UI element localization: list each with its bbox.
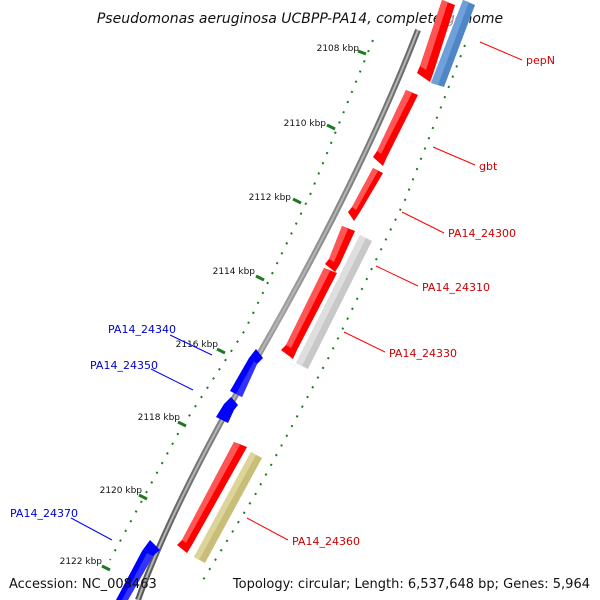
gene-PA14_24360[interactable] (177, 442, 247, 553)
tick-2120: 2120 kbp (100, 486, 148, 501)
tick-2112: 2112 kbp (249, 193, 302, 205)
feature-bar-olive[interactable] (194, 452, 262, 563)
svg-text:PA14_24360: PA14_24360 (292, 535, 360, 548)
svg-text:pepN: pepN (526, 54, 555, 67)
feature-bar-steelblue[interactable] (431, 0, 475, 87)
gene-PA14_24340[interactable] (230, 349, 263, 397)
svg-text:2116 kbp: 2116 kbp (176, 340, 219, 350)
label-PA14_24310[interactable]: PA14_24310 (375, 265, 490, 294)
gene-PA14_24370[interactable] (116, 540, 160, 600)
gene-pepN[interactable] (417, 0, 455, 82)
label-PA14_24340[interactable]: PA14_24340 (108, 323, 213, 356)
svg-text:2114 kbp: 2114 kbp (213, 267, 256, 277)
feature-bar-gray[interactable] (296, 235, 372, 369)
svg-text:PA14_24330: PA14_24330 (389, 347, 457, 360)
svg-text:2118 kbp: 2118 kbp (138, 413, 181, 423)
svg-text:PA14_24350: PA14_24350 (90, 359, 158, 372)
svg-text:PA14_24370: PA14_24370 (10, 507, 78, 520)
inner-tick-track (199, 44, 466, 586)
svg-text:2122 kbp: 2122 kbp (60, 557, 103, 567)
gene-PA14_24310[interactable] (325, 226, 355, 272)
tick-2118: 2118 kbp (138, 413, 187, 428)
genome-backbone (135, 28, 421, 600)
tick-2108: 2108 kbp (317, 44, 367, 56)
svg-text:2110 kbp: 2110 kbp (284, 119, 327, 129)
tick-2122: 2122 kbp (60, 557, 111, 572)
svg-text:PA14_24340: PA14_24340 (108, 323, 176, 336)
svg-text:PA14_24300: PA14_24300 (448, 227, 516, 240)
gene-PA14_24300[interactable] (348, 168, 383, 221)
gene-PA14_24330[interactable] (281, 268, 337, 359)
gene-PA14_24350[interactable] (216, 397, 238, 423)
outer-tick-track (109, 39, 374, 561)
label-PA14_24360[interactable]: PA14_24360 (246, 517, 360, 548)
svg-text:2108 kbp: 2108 kbp (317, 44, 360, 54)
gene-gbt[interactable] (373, 90, 418, 166)
label-PA14_24330[interactable]: PA14_24330 (343, 331, 457, 360)
tick-2116: 2116 kbp (176, 340, 226, 355)
svg-text:2112 kbp: 2112 kbp (249, 193, 292, 203)
accession-label: Accession: NC_008463 (9, 577, 157, 592)
label-PA14_24370[interactable]: PA14_24370 (10, 507, 113, 541)
topology-label: Topology: circular; Length: 6,537,648 bp… (232, 577, 590, 592)
label-pepN[interactable]: pepN (479, 41, 555, 67)
label-gbt[interactable]: gbt (432, 146, 498, 173)
genome-title: Pseudomonas aeruginosa UCBPP-PA14, compl… (97, 11, 503, 27)
svg-text:PA14_24310: PA14_24310 (422, 281, 490, 294)
tick-2110: 2110 kbp (284, 119, 336, 131)
tick-2114: 2114 kbp (213, 267, 265, 282)
svg-text:gbt: gbt (479, 160, 498, 173)
label-PA14_24300[interactable]: PA14_24300 (401, 211, 516, 240)
label-PA14_24350[interactable]: PA14_24350 (90, 359, 194, 391)
svg-text:2120 kbp: 2120 kbp (100, 486, 143, 496)
